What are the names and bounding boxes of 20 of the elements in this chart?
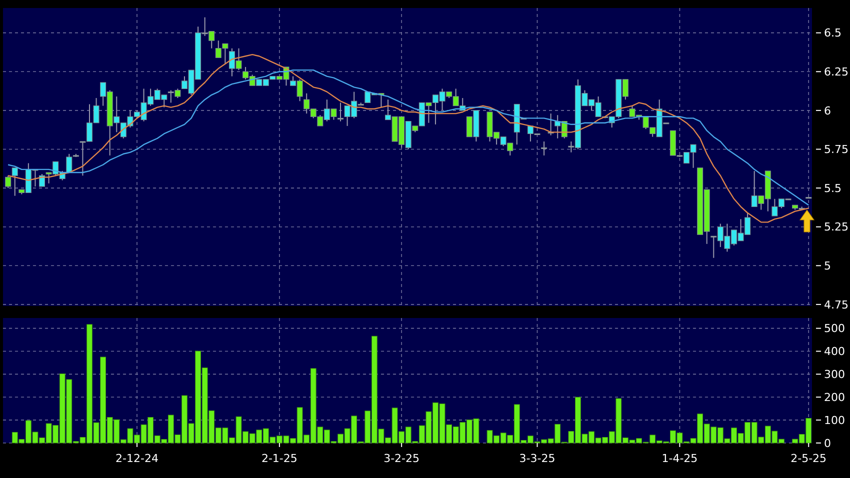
y-tick-label: 5.25 [824,220,848,234]
y-tick-label: 200 [824,390,845,404]
y-tick-label: 500 [824,322,845,336]
y-tick-label: 5.75 [824,143,848,156]
x-tick-label: 2-12-24 [116,452,158,465]
x-tick-label: 3-3-25 [519,452,556,465]
x-tick-label: 2-5-25 [790,452,827,465]
x-tick-label: 2-1-25 [261,452,298,465]
y-tick-label: 6.25 [824,65,848,78]
x-tick-label: 3-2-25 [384,452,420,465]
y-tick-label: 6 [824,104,831,118]
y-tick-label: 4.75 [824,298,848,312]
y-tick-label: 5 [824,259,831,272]
y-tick-label: 5.5 [824,182,842,195]
y-tick-label: 100 [824,414,845,427]
x-tick-label: 1-4-25 [662,452,698,465]
y-tick-label: 300 [824,368,845,382]
y-tick-label: 0 [824,436,831,450]
y-tick-label: 6.5 [824,26,842,40]
y-tick-label: 400 [824,345,845,358]
